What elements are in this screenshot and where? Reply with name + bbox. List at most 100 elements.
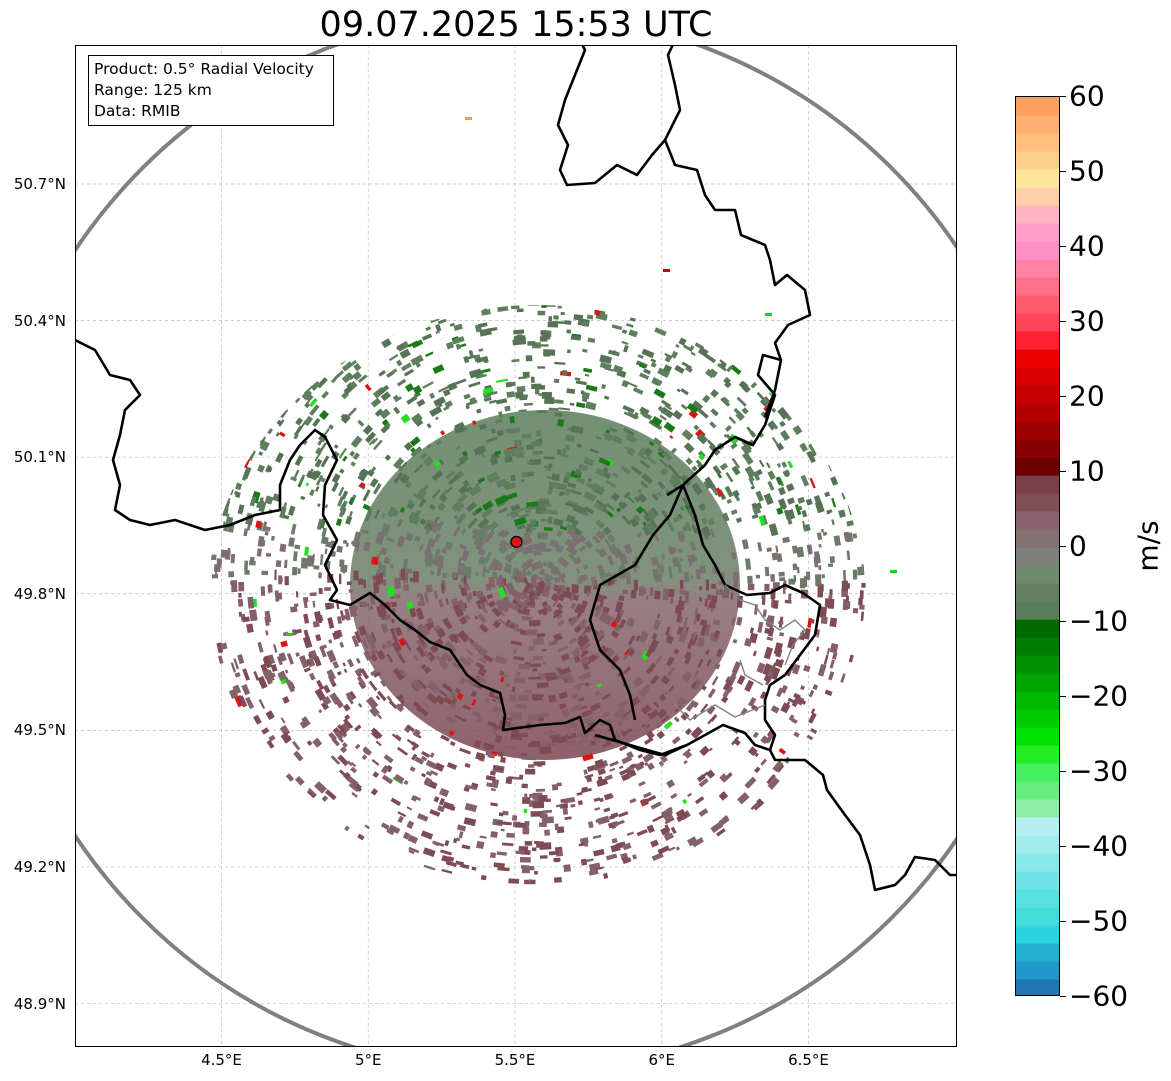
echo-pixel xyxy=(757,621,764,633)
echo-pixel xyxy=(567,591,573,599)
echo-pixel xyxy=(660,807,674,819)
echo-pixel xyxy=(543,349,551,357)
echo-pixel xyxy=(594,689,602,697)
echo-pixel xyxy=(704,353,716,364)
echo-pixel xyxy=(721,396,730,405)
echo-pixel xyxy=(474,615,479,620)
echo-pixel xyxy=(513,596,520,603)
echo-pixel xyxy=(383,754,394,764)
echo-pixel xyxy=(539,855,548,859)
colorbar-swatch xyxy=(1016,151,1059,170)
echo-pixel xyxy=(271,535,275,541)
echo-pixel xyxy=(610,435,623,445)
colorbar-swatch xyxy=(1016,187,1059,206)
echo-pixel xyxy=(697,346,709,357)
echo-pixel xyxy=(388,824,401,834)
echo-pixel xyxy=(371,556,379,566)
page-title: 09.07.2025 15:53 UTC xyxy=(319,5,713,45)
echo-pixel xyxy=(800,685,805,691)
echo-pixel xyxy=(293,396,301,404)
echo-pixel xyxy=(510,503,521,512)
echo-pixel xyxy=(484,655,494,663)
echo-pixel xyxy=(559,666,572,676)
echo-pixel xyxy=(604,774,613,781)
echo-pixel xyxy=(690,726,704,740)
echo-pixel xyxy=(315,634,322,642)
echo-pixel xyxy=(783,701,790,712)
echo-pixel xyxy=(578,535,587,543)
echo-pixel xyxy=(488,600,496,608)
echo-pixel xyxy=(755,574,761,579)
echo-pixel xyxy=(791,697,800,708)
echo-pixel xyxy=(742,451,754,466)
echo-pixel xyxy=(640,798,647,806)
echo-pixel xyxy=(829,643,839,654)
echo-pixel xyxy=(541,584,552,598)
echo-pixel xyxy=(457,630,470,643)
echo-pixel xyxy=(478,348,484,352)
echo-pixel xyxy=(531,563,544,571)
echo-pixel xyxy=(736,674,746,686)
echo-pixel xyxy=(510,474,516,482)
echo-pixel xyxy=(530,663,542,668)
echo-pixel xyxy=(585,384,598,392)
echo-pixel xyxy=(782,536,790,544)
echo-pixel xyxy=(831,466,841,478)
echo-pixel xyxy=(415,645,427,658)
echo-pixel xyxy=(362,503,371,511)
echo-pixel xyxy=(564,502,576,508)
echo-pixel xyxy=(841,492,846,500)
echo-pixel xyxy=(403,368,415,377)
echo-pixel xyxy=(408,511,418,524)
echo-pixel xyxy=(421,750,431,758)
echo-pixel xyxy=(488,521,499,531)
echo-pixel xyxy=(337,342,345,350)
echo-pixel xyxy=(220,642,228,650)
echo-pixel xyxy=(407,834,419,844)
echo-pixel xyxy=(561,653,570,662)
echo-pixel xyxy=(430,570,434,575)
echo-pixel xyxy=(656,708,668,719)
echo-pixel xyxy=(705,769,716,779)
echo-pixel xyxy=(333,697,344,709)
echo-pixel xyxy=(463,566,469,578)
echo-pixel xyxy=(475,373,487,380)
echo-pixel xyxy=(685,457,693,466)
echo-pixel xyxy=(699,565,706,574)
echo-pixel xyxy=(603,759,609,767)
echo-pixel xyxy=(686,836,698,847)
echo-pixel xyxy=(542,333,551,340)
echo-pixel xyxy=(575,402,586,409)
echo-pixel xyxy=(788,714,795,721)
echo-pixel xyxy=(632,387,644,395)
echo-pixel xyxy=(398,315,407,323)
echo-pixel xyxy=(624,446,635,454)
echo-pixel xyxy=(339,349,351,360)
echo-pixel xyxy=(448,474,460,486)
echo-pixel xyxy=(691,465,698,472)
echo-pixel xyxy=(591,482,605,494)
echo-pixel xyxy=(807,617,812,628)
radar-map[interactable] xyxy=(75,45,956,1046)
echo-pixel xyxy=(541,648,547,652)
echo-pixel xyxy=(449,692,458,700)
echo-pixel xyxy=(847,504,853,516)
echo-pixel xyxy=(304,393,314,402)
echo-pixel xyxy=(332,660,340,669)
echo-pixel xyxy=(786,668,793,677)
echo-pixel xyxy=(279,431,286,438)
echo-pixel xyxy=(672,556,680,568)
echo-pixel xyxy=(425,584,433,593)
echo-pixel xyxy=(629,797,637,804)
echo-pixel xyxy=(316,679,325,691)
echo-pixel xyxy=(718,581,723,585)
echo-pixel xyxy=(510,508,523,515)
echo-pixel xyxy=(434,516,440,523)
echo-pixel xyxy=(521,562,531,571)
echo-pixel xyxy=(330,377,337,384)
echo-pixel xyxy=(451,336,465,345)
echo-pixel xyxy=(376,714,383,720)
echo-pixel xyxy=(393,472,404,484)
echo-pixel xyxy=(594,758,605,769)
echo-pixel xyxy=(391,640,403,653)
